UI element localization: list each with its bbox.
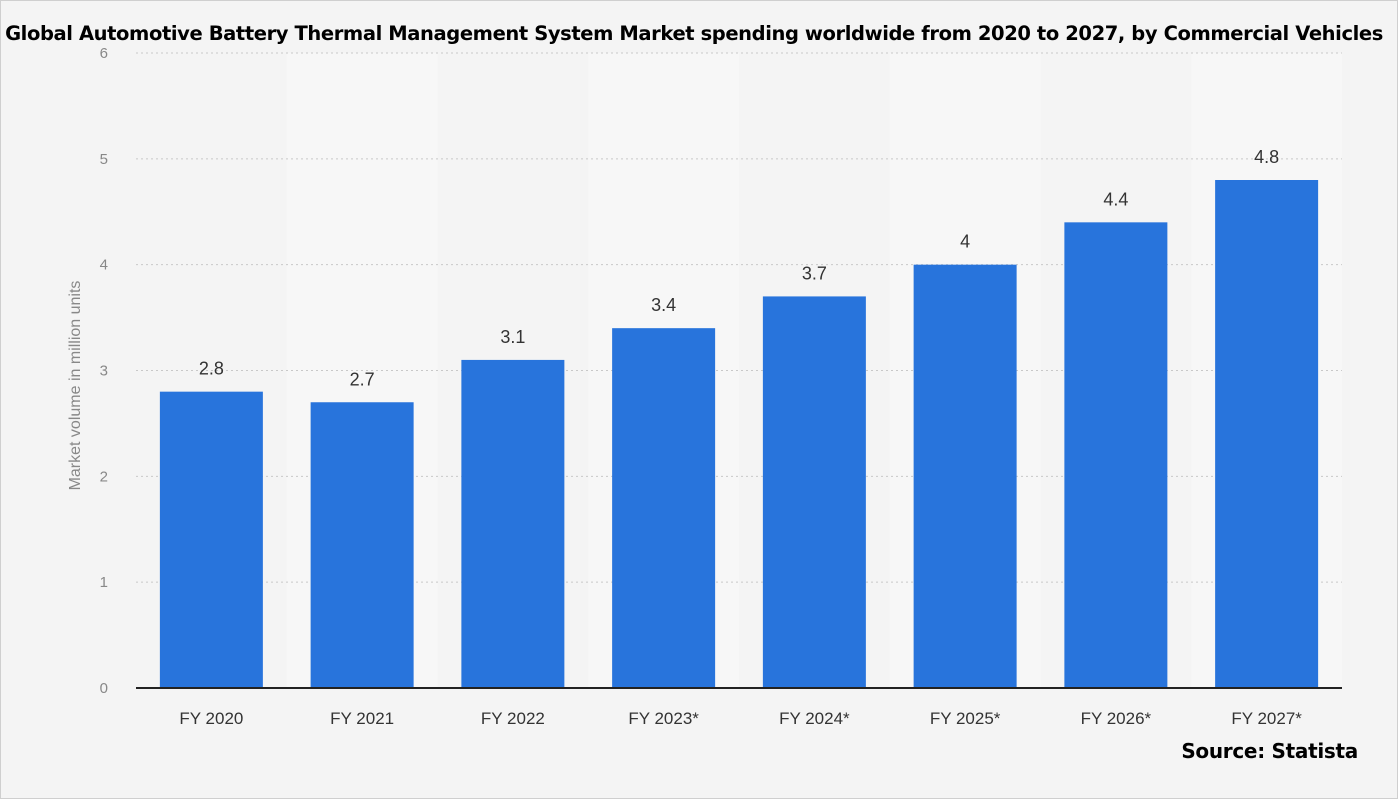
bar: [612, 328, 716, 688]
y-tick-label: 0: [100, 680, 108, 697]
x-tick-label: FY 2021: [330, 709, 394, 728]
x-tick-label: FY 2023*: [628, 709, 699, 728]
x-tick-label: FY 2022: [481, 709, 545, 728]
y-axis-ticks: 0 1 2 3 4 5 6: [100, 45, 108, 697]
x-tick-label: FY 2026*: [1081, 709, 1152, 728]
y-tick-label: 3: [100, 363, 108, 380]
x-axis-labels: FY 2020 FY 2021 FY 2022 FY 2023* FY 2024* FY …: [179, 709, 1302, 728]
value-labels: 2.8 2.7 3.1 3.4 3.7 4 4.4 4.8: [199, 147, 1279, 389]
y-tick-label: 4: [100, 257, 108, 274]
bar: [1215, 180, 1319, 688]
x-tick-label: FY 2027*: [1231, 709, 1302, 728]
data-label: 2.8: [199, 359, 224, 379]
y-tick-label: 1: [100, 574, 108, 591]
y-tick-label: 5: [100, 151, 108, 168]
data-label: 3.1: [500, 327, 525, 347]
bar: [159, 391, 263, 688]
data-label: 4.8: [1254, 147, 1279, 167]
y-tick-label: 6: [100, 45, 108, 62]
data-label: 4.4: [1103, 189, 1128, 209]
y-tick-label: 2: [100, 468, 108, 485]
x-tick-label: FY 2020: [179, 709, 243, 728]
bar: [762, 296, 866, 688]
chart-title: Global Automotive Battery Thermal Manage…: [5, 22, 1383, 45]
x-tick-label: FY 2024*: [779, 709, 850, 728]
data-label: 3.4: [651, 295, 676, 315]
bar: [310, 402, 414, 688]
bar: [1064, 222, 1168, 689]
bars: [159, 180, 1319, 689]
x-tick-label: FY 2025*: [930, 709, 1001, 728]
source-label: Source: Statista: [1181, 739, 1358, 763]
data-label: 4: [960, 232, 970, 252]
data-label: 2.7: [350, 369, 375, 389]
y-axis-title: Market volume in million units: [67, 281, 84, 491]
data-label: 3.7: [802, 263, 827, 283]
bar: [913, 264, 1017, 688]
bar: [461, 359, 565, 688]
